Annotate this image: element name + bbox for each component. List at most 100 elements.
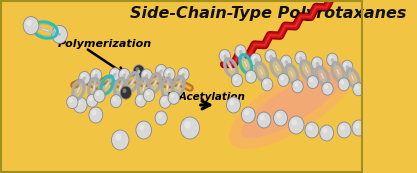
Circle shape <box>274 110 287 126</box>
Circle shape <box>320 125 334 141</box>
Circle shape <box>135 94 146 107</box>
Circle shape <box>247 72 251 77</box>
Circle shape <box>338 78 349 91</box>
Circle shape <box>141 69 152 82</box>
Circle shape <box>352 120 366 136</box>
Circle shape <box>180 117 199 139</box>
Circle shape <box>250 53 261 66</box>
Circle shape <box>311 57 323 70</box>
Circle shape <box>276 113 281 118</box>
Circle shape <box>294 82 298 87</box>
Circle shape <box>119 68 130 81</box>
Circle shape <box>133 65 145 78</box>
Circle shape <box>120 86 132 99</box>
Circle shape <box>322 82 333 95</box>
Circle shape <box>52 25 68 43</box>
Circle shape <box>164 68 175 81</box>
Circle shape <box>113 97 117 102</box>
Circle shape <box>355 123 359 128</box>
Circle shape <box>329 55 333 60</box>
Circle shape <box>241 107 255 123</box>
Circle shape <box>123 88 126 93</box>
Circle shape <box>73 97 87 113</box>
Circle shape <box>86 94 98 107</box>
Circle shape <box>136 121 152 139</box>
Circle shape <box>322 128 327 133</box>
Circle shape <box>158 113 162 118</box>
Circle shape <box>327 53 338 66</box>
Circle shape <box>309 78 313 83</box>
Circle shape <box>143 71 147 76</box>
Circle shape <box>158 67 162 71</box>
Circle shape <box>295 51 306 64</box>
Circle shape <box>244 110 249 115</box>
Circle shape <box>305 122 319 138</box>
Circle shape <box>76 100 81 105</box>
Circle shape <box>121 71 125 75</box>
Circle shape <box>166 70 170 75</box>
Circle shape <box>342 60 353 73</box>
Circle shape <box>26 20 32 26</box>
Circle shape <box>221 52 225 56</box>
Circle shape <box>265 50 276 63</box>
Circle shape <box>344 62 348 67</box>
Circle shape <box>138 96 141 101</box>
Circle shape <box>69 98 73 102</box>
Circle shape <box>257 112 271 128</box>
Circle shape <box>178 68 189 81</box>
Circle shape <box>156 64 167 77</box>
Circle shape <box>355 85 359 90</box>
Circle shape <box>184 121 191 129</box>
Text: N-Acetylation: N-Acetylation <box>167 92 246 102</box>
Circle shape <box>162 98 166 102</box>
Circle shape <box>171 94 174 98</box>
Circle shape <box>111 95 122 108</box>
Circle shape <box>260 115 265 120</box>
Circle shape <box>252 55 256 60</box>
Circle shape <box>324 84 328 89</box>
Circle shape <box>112 70 116 75</box>
Circle shape <box>237 47 241 52</box>
Circle shape <box>235 45 246 58</box>
Circle shape <box>340 125 345 130</box>
Circle shape <box>314 59 318 64</box>
Circle shape <box>297 54 301 58</box>
Circle shape <box>109 68 121 81</box>
Circle shape <box>92 110 96 115</box>
Circle shape <box>307 76 319 89</box>
Ellipse shape <box>241 72 343 138</box>
Circle shape <box>55 29 60 35</box>
Circle shape <box>308 125 313 130</box>
Circle shape <box>143 89 155 102</box>
Text: Polymerization: Polymerization <box>58 39 152 49</box>
Circle shape <box>337 122 351 138</box>
Circle shape <box>219 49 231 62</box>
Circle shape <box>280 76 284 80</box>
Circle shape <box>289 116 304 134</box>
Circle shape <box>340 80 344 85</box>
Circle shape <box>89 107 103 123</box>
Circle shape <box>146 91 150 95</box>
Circle shape <box>139 124 145 130</box>
Circle shape <box>94 89 105 102</box>
Circle shape <box>115 134 121 140</box>
Circle shape <box>90 69 102 82</box>
Circle shape <box>278 73 289 86</box>
Ellipse shape <box>229 61 355 149</box>
Circle shape <box>245 70 256 83</box>
Circle shape <box>234 76 238 80</box>
Circle shape <box>264 80 268 85</box>
Circle shape <box>96 92 100 96</box>
Circle shape <box>180 70 184 75</box>
Text: Side-Chain-Type Polyrotaxanes: Side-Chain-Type Polyrotaxanes <box>130 6 407 21</box>
Circle shape <box>231 74 243 87</box>
Circle shape <box>353 83 364 96</box>
Circle shape <box>267 52 271 56</box>
Circle shape <box>23 17 39 35</box>
Circle shape <box>281 55 292 68</box>
Circle shape <box>89 97 93 101</box>
Circle shape <box>155 111 167 125</box>
Circle shape <box>111 130 129 150</box>
Circle shape <box>67 96 78 109</box>
Circle shape <box>79 71 90 84</box>
